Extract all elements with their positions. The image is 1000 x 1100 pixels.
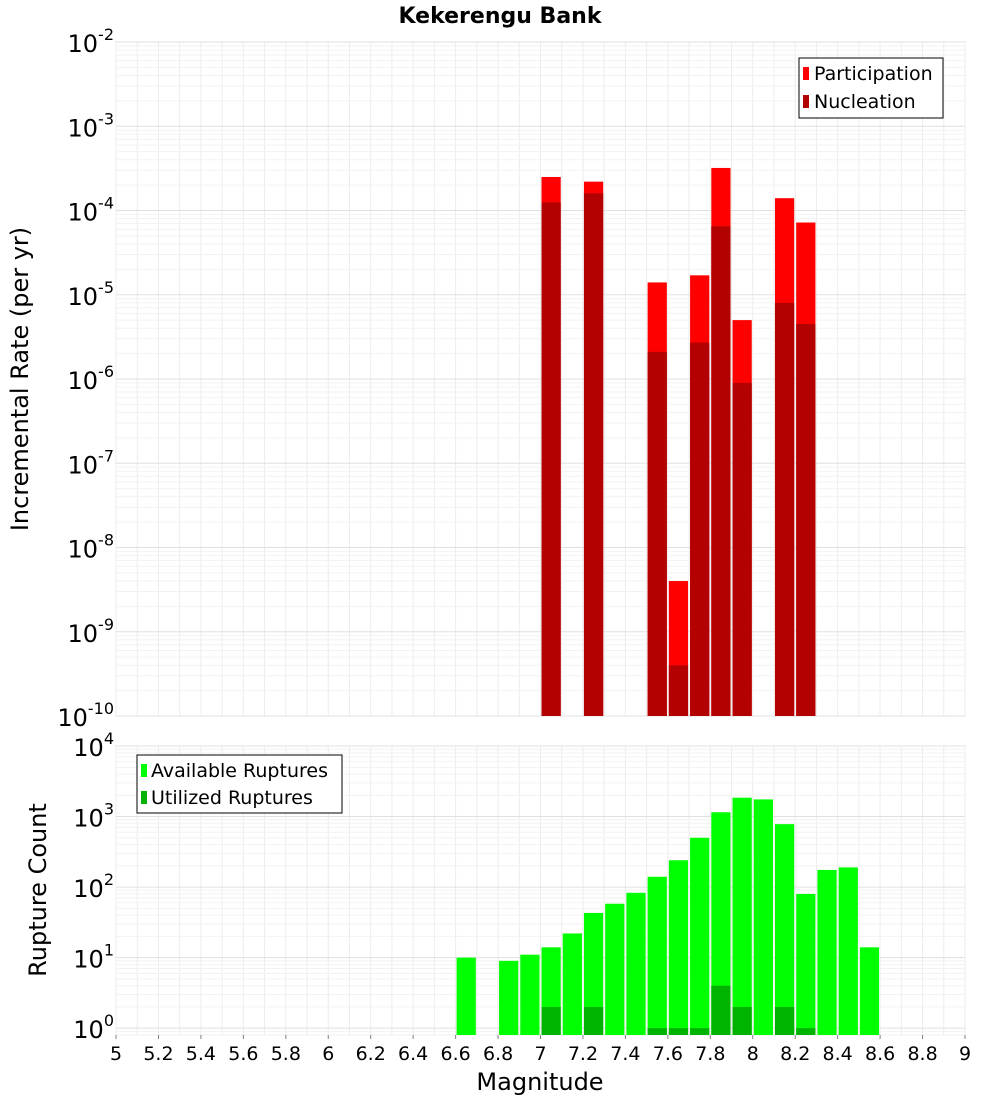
x-axis-label: Magnitude bbox=[476, 1068, 603, 1096]
bar-available-ruptures bbox=[711, 812, 731, 1035]
y-tick-label: 10-4 bbox=[68, 194, 115, 227]
x-tick-label: 6.2 bbox=[356, 1043, 386, 1065]
x-tick-label: 8 bbox=[747, 1043, 759, 1065]
bar-overlay-utilized-ruptures bbox=[583, 1006, 604, 1035]
bar-overlay-utilized-ruptures bbox=[774, 1006, 795, 1035]
bar-available-ruptures bbox=[583, 912, 604, 1035]
y-tick-label: 104 bbox=[73, 729, 114, 762]
bar-overlay-utilized-ruptures bbox=[668, 1028, 689, 1035]
nucleation-legend-swatch bbox=[803, 95, 809, 108]
bar-available-ruptures bbox=[838, 867, 858, 1035]
bar-overlay-nucleation bbox=[647, 351, 667, 716]
bar-overlay-nucleation bbox=[690, 342, 710, 716]
x-tick-label: 7.8 bbox=[695, 1043, 725, 1065]
bar-available-ruptures bbox=[520, 954, 540, 1035]
bar-available-ruptures bbox=[753, 799, 773, 1035]
x-tick-label: 5.4 bbox=[186, 1043, 216, 1065]
bar-overlay-nucleation bbox=[732, 382, 752, 716]
count-legend-box bbox=[136, 754, 343, 814]
chart-title: Kekerengu Bank bbox=[399, 4, 603, 29]
y-tick-label: 10-6 bbox=[68, 362, 115, 395]
bar-overlay-utilized-ruptures bbox=[690, 1028, 710, 1035]
bar-overlay-utilized-ruptures bbox=[541, 1006, 561, 1035]
bar-overlay-nucleation bbox=[796, 323, 816, 716]
rate-y-axis-label: Incremental Rate (per yr) bbox=[6, 227, 34, 531]
bar-overlay-nucleation bbox=[583, 193, 604, 717]
x-tick-label: 5 bbox=[110, 1043, 122, 1065]
count-plot-bars bbox=[456, 797, 880, 1035]
bar-available-ruptures bbox=[562, 933, 582, 1035]
participation-legend-label: Participation bbox=[814, 63, 933, 85]
bar-available-ruptures bbox=[774, 824, 795, 1035]
x-tick-label: 7.6 bbox=[653, 1043, 683, 1065]
x-tick-label: 6.4 bbox=[398, 1043, 428, 1065]
bar-available-ruptures bbox=[647, 876, 667, 1035]
x-tick-label: 8.4 bbox=[823, 1043, 853, 1065]
y-tick-label: 10-2 bbox=[68, 25, 115, 58]
utilized-legend-swatch bbox=[141, 791, 147, 804]
x-tick-label: 7.4 bbox=[610, 1043, 640, 1065]
y-tick-label: 10-9 bbox=[68, 615, 115, 648]
count-legend: Available Ruptures Utilized Ruptures bbox=[136, 754, 343, 814]
x-tick-label: 5.2 bbox=[143, 1043, 173, 1065]
y-tick-label: 10-10 bbox=[57, 699, 114, 732]
x-tick-label: 6 bbox=[322, 1043, 334, 1065]
y-tick-label: 10-7 bbox=[68, 446, 115, 479]
bar-overlay-nucleation bbox=[668, 665, 689, 716]
bar-overlay-nucleation bbox=[774, 302, 795, 716]
x-tick-label: 9 bbox=[959, 1043, 971, 1065]
bar-available-ruptures bbox=[456, 957, 476, 1035]
bar-available-ruptures bbox=[668, 860, 689, 1035]
count-x-ticks: 5 5.2 5.4 5.6 5.8 6 6.2 6.4 6.6 6.8 7 7.2 7.4 7.6 7.8 8… bbox=[110, 1035, 971, 1065]
bar-overlay-nucleation bbox=[541, 202, 561, 716]
y-tick-label: 10-3 bbox=[68, 109, 115, 142]
count-y-axis-label: Rupture Count bbox=[24, 803, 52, 977]
x-tick-label: 6.6 bbox=[440, 1043, 470, 1065]
bar-overlay-utilized-ruptures bbox=[796, 1028, 816, 1035]
bar-overlay-utilized-ruptures bbox=[732, 1006, 752, 1035]
bar-available-ruptures bbox=[796, 893, 816, 1035]
utilized-legend-label: Utilized Ruptures bbox=[151, 787, 313, 809]
rate-plot-bars bbox=[541, 167, 816, 717]
x-tick-label: 5.6 bbox=[228, 1043, 258, 1065]
y-tick-label: 102 bbox=[73, 870, 114, 903]
bar-available-ruptures bbox=[817, 869, 837, 1035]
x-tick-label: 6.8 bbox=[483, 1043, 513, 1065]
bar-available-ruptures bbox=[605, 903, 625, 1035]
bar-available-ruptures bbox=[732, 797, 752, 1035]
x-tick-label: 8.8 bbox=[907, 1043, 937, 1065]
bar-overlay-utilized-ruptures bbox=[711, 985, 731, 1035]
bar-available-ruptures bbox=[626, 892, 646, 1035]
x-tick-label: 7 bbox=[534, 1043, 546, 1065]
x-tick-label: 7.2 bbox=[568, 1043, 598, 1065]
rate-plot-grid bbox=[115, 41, 966, 717]
participation-legend-swatch bbox=[803, 67, 809, 80]
available-legend-label: Available Ruptures bbox=[151, 760, 328, 782]
bar-overlay-utilized-ruptures bbox=[647, 1028, 667, 1035]
x-tick-label: 8.6 bbox=[865, 1043, 895, 1065]
x-tick-label: 8.2 bbox=[780, 1043, 810, 1065]
rate-legend: Participation Nucleation bbox=[798, 57, 944, 119]
bar-overlay-nucleation bbox=[711, 226, 731, 716]
count-y-ticks: 100 101 102 103 104 bbox=[73, 729, 114, 1044]
x-tick-label: 5.8 bbox=[271, 1043, 301, 1065]
rate-y-ticks: 10-10 10-9 10-8 10-7 10-6 10-5 10-4 10-3 10-2 bbox=[57, 25, 114, 732]
available-legend-swatch bbox=[141, 764, 147, 777]
rate-legend-box bbox=[798, 57, 944, 119]
y-tick-label: 100 bbox=[73, 1011, 114, 1044]
y-tick-label: 10-8 bbox=[68, 531, 115, 564]
bar-available-ruptures bbox=[690, 837, 710, 1035]
nucleation-legend-label: Nucleation bbox=[814, 91, 916, 113]
bar-available-ruptures bbox=[859, 947, 880, 1035]
y-tick-label: 103 bbox=[73, 800, 114, 833]
y-tick-label: 10-5 bbox=[68, 278, 115, 311]
bar-available-ruptures bbox=[499, 960, 519, 1035]
y-tick-label: 101 bbox=[73, 941, 114, 974]
